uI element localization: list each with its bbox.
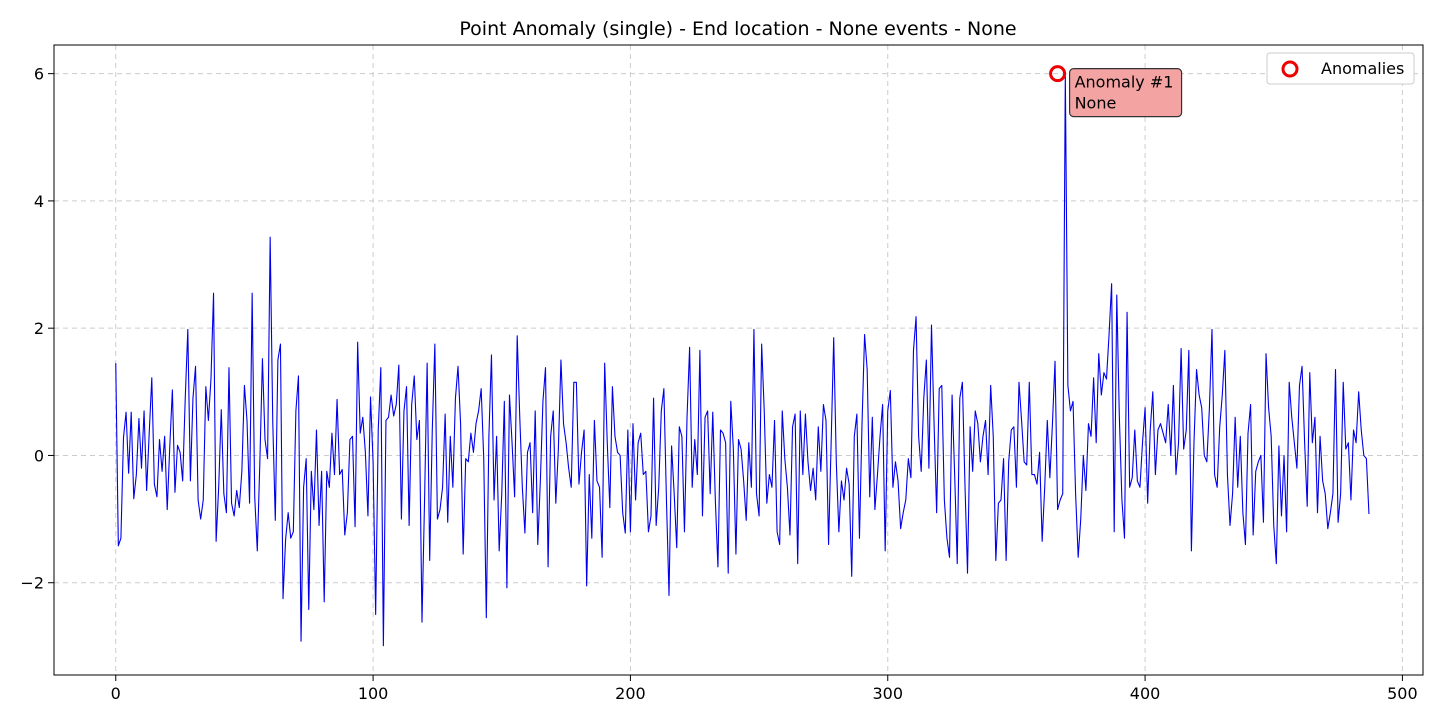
y-axis: −2 0 2 4 6 bbox=[20, 65, 54, 593]
anomaly-annotation-box bbox=[1068, 68, 1183, 118]
y-tick-label: 2 bbox=[34, 319, 44, 338]
anomaly-annotation-detail: None bbox=[1075, 94, 1117, 113]
y-tick-label: 4 bbox=[34, 192, 44, 211]
anomaly-layer: Anomaly #1 None bbox=[1049, 65, 1183, 118]
series-group bbox=[115, 73, 1370, 647]
legend-label-anomalies: Anomalies bbox=[1321, 59, 1404, 78]
x-tick-label: 500 bbox=[1387, 684, 1418, 703]
grid-lines bbox=[54, 45, 1423, 675]
anomaly-annotation-title: Anomaly #1 bbox=[1075, 73, 1174, 92]
x-tick-label: 400 bbox=[1130, 684, 1161, 703]
legend-marker-anomalies bbox=[1281, 60, 1299, 78]
x-tick-label: 100 bbox=[358, 684, 389, 703]
x-tick-label: 300 bbox=[872, 684, 903, 703]
y-tick-label: 0 bbox=[34, 446, 44, 465]
x-tick-label: 200 bbox=[615, 684, 646, 703]
plot-frame bbox=[53, 44, 1424, 676]
x-axis: 0 100 200 300 400 500 bbox=[111, 675, 1418, 703]
series-line bbox=[115, 73, 1370, 647]
y-tick-label: −2 bbox=[20, 574, 44, 593]
x-tick-label: 0 bbox=[111, 684, 121, 703]
y-tick-label: 6 bbox=[34, 65, 44, 84]
legend: Anomalies bbox=[1266, 52, 1415, 85]
legend-box bbox=[1266, 52, 1415, 85]
chart-title: Point Anomaly (single) - End location - … bbox=[459, 18, 1016, 40]
anomaly-marker bbox=[1049, 65, 1067, 83]
